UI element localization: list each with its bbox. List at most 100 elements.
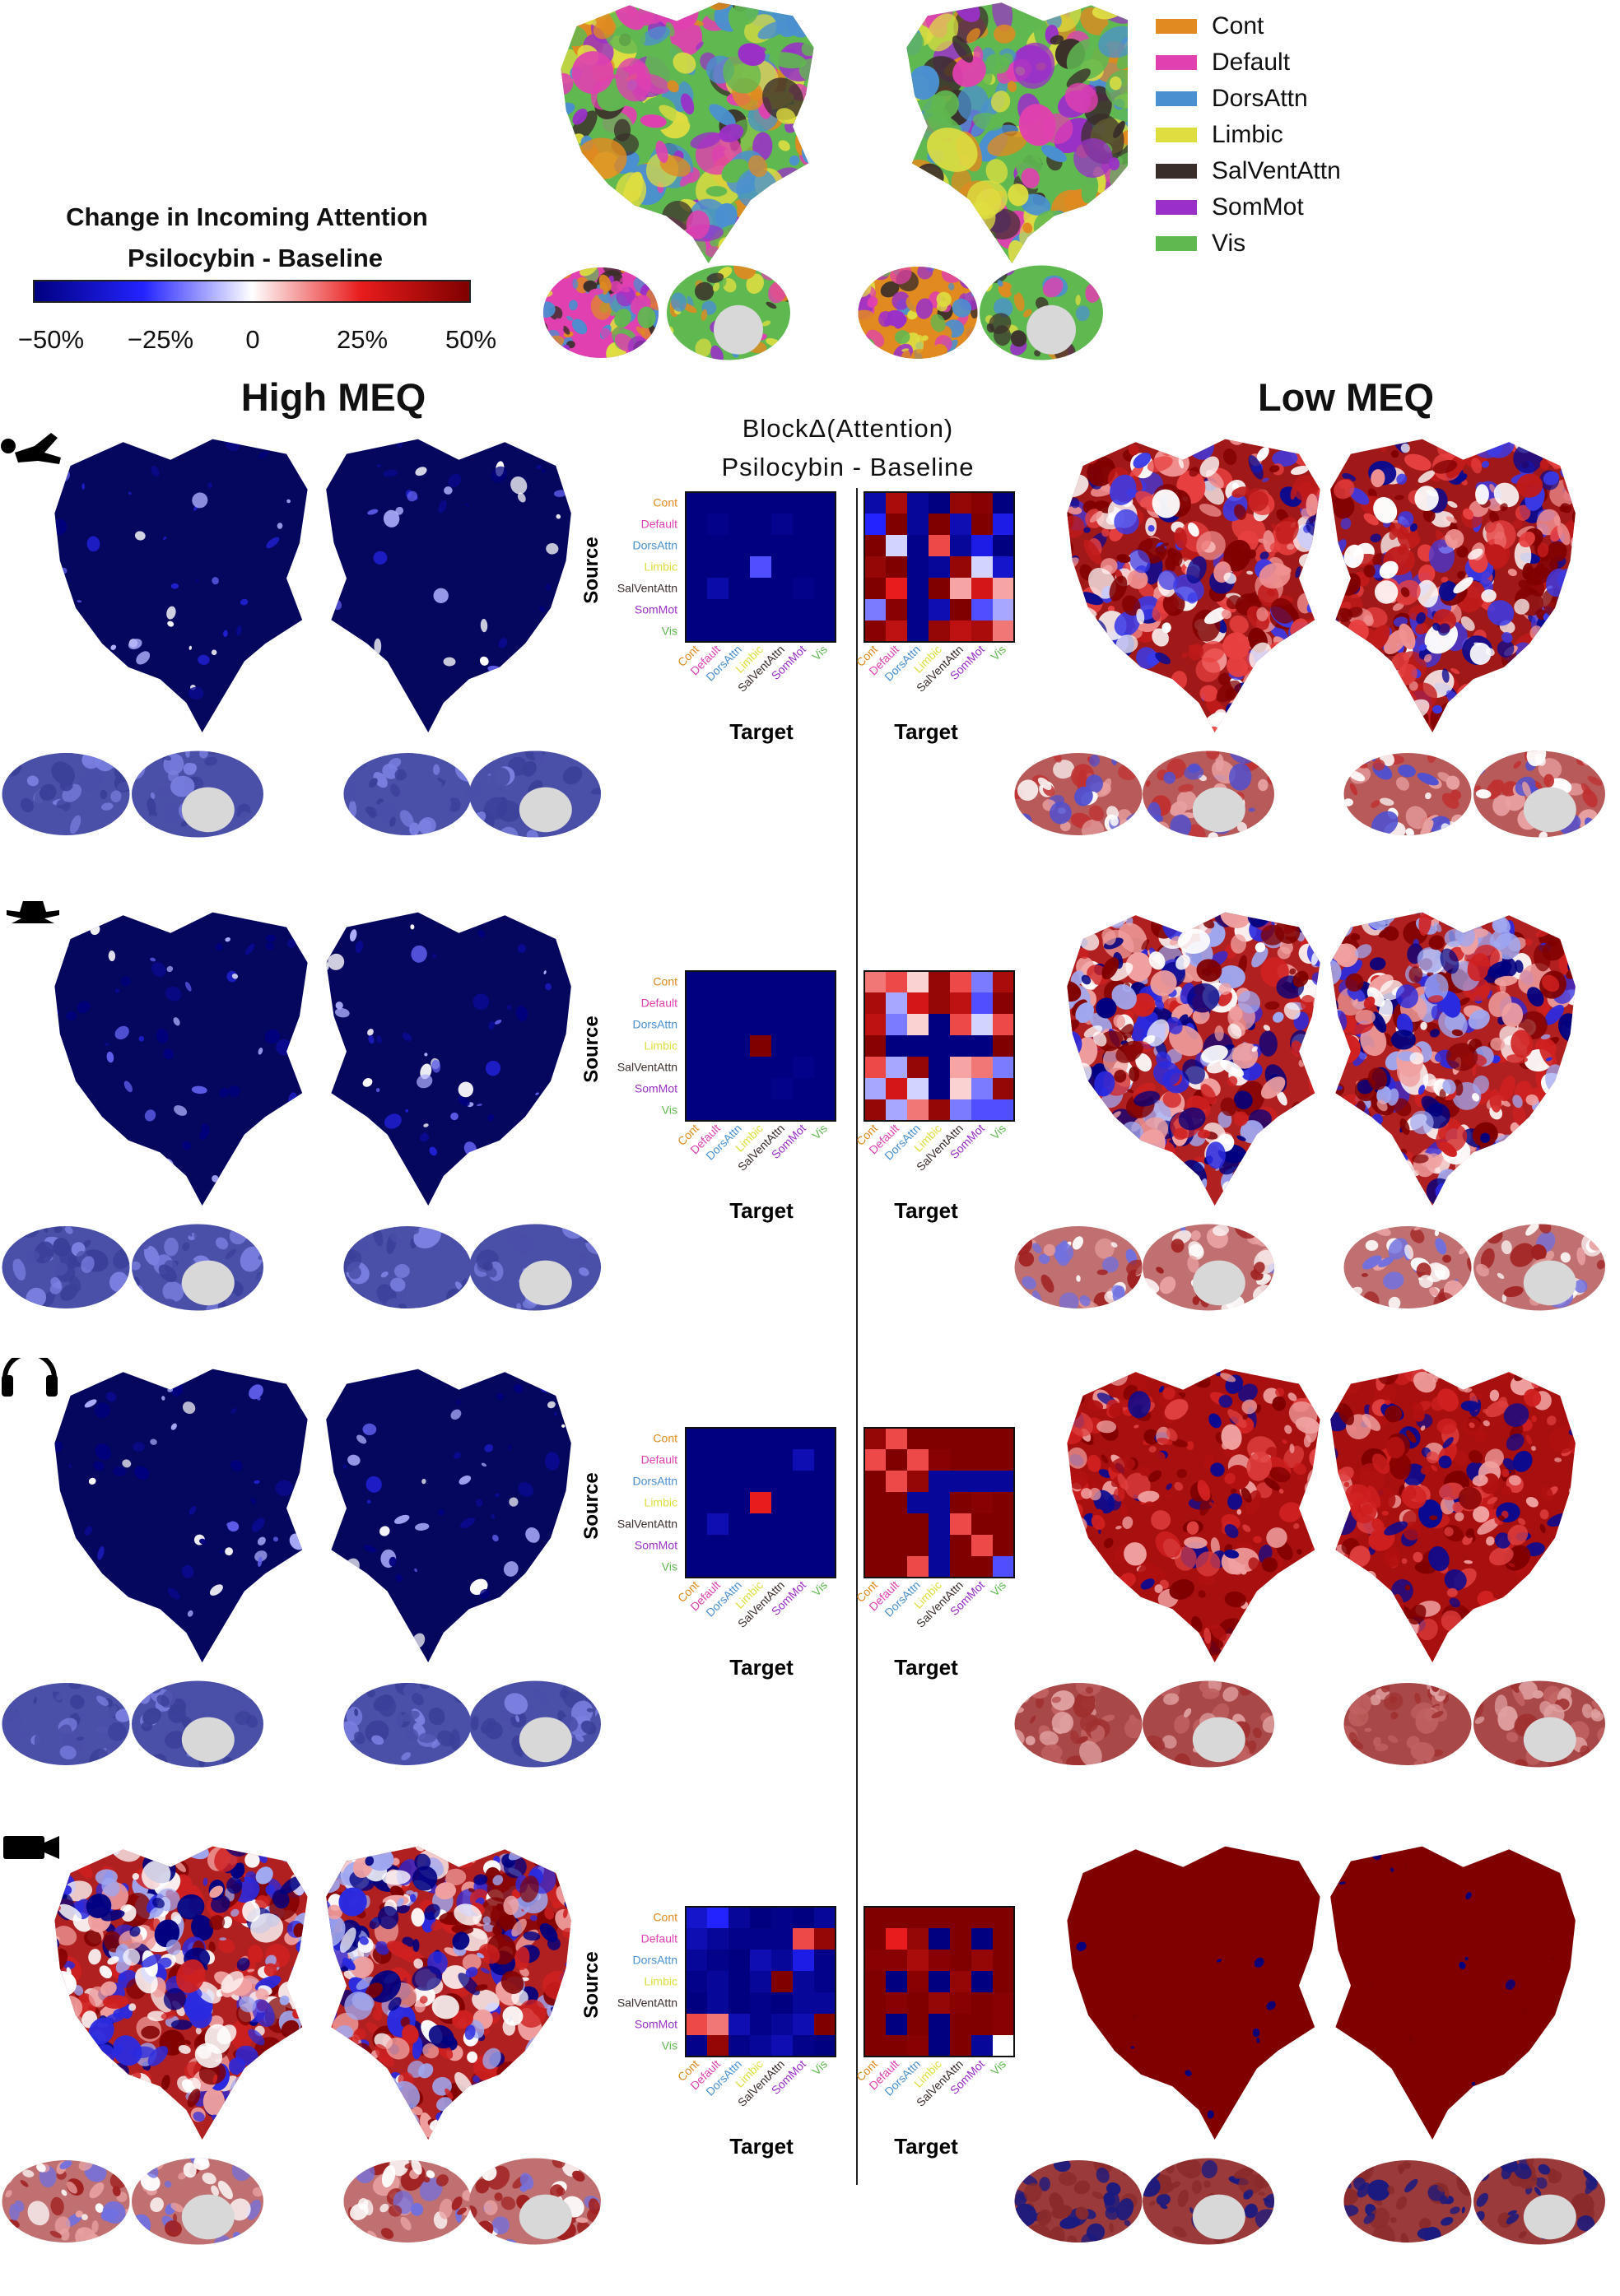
heatmap-cell bbox=[864, 599, 887, 621]
heatmap-cell bbox=[814, 599, 836, 621]
heatmap-cell bbox=[993, 1556, 1015, 1578]
heatmap-cell bbox=[950, 1992, 972, 2015]
heatmap-cell bbox=[814, 1014, 836, 1036]
heatmap-cell bbox=[750, 1928, 772, 1950]
heatmap-cell bbox=[907, 1950, 929, 1972]
heatmap-cell bbox=[886, 1556, 908, 1578]
target-axis-label: Target bbox=[729, 1198, 794, 1223]
heatmap-cell bbox=[707, 578, 729, 600]
heatmap-cell bbox=[950, 1099, 972, 1122]
heatmap-cell bbox=[729, 1992, 751, 2015]
heatmap-cell bbox=[929, 971, 951, 993]
heatmap-cell bbox=[707, 1556, 729, 1578]
heatmap-cell bbox=[886, 971, 908, 993]
medial-wall bbox=[182, 1261, 235, 1306]
heatmap-cell bbox=[750, 620, 772, 643]
heatmap-cell bbox=[814, 514, 836, 536]
heatmap-cell bbox=[686, 1471, 708, 1493]
heatmap-cell bbox=[793, 578, 815, 600]
heatmap-cell bbox=[886, 1950, 908, 1972]
heatmap-cell bbox=[729, 1099, 751, 1122]
medial-wall bbox=[1524, 2195, 1576, 2240]
heatmap-cell bbox=[750, 992, 772, 1015]
heatmap-cell bbox=[771, 1492, 794, 1514]
heatmap-row-label: Cont bbox=[653, 1911, 677, 1924]
heatmap-cell bbox=[729, 2035, 751, 2057]
heatmap-cell bbox=[750, 1078, 772, 1100]
heatmap-cell bbox=[793, 1556, 815, 1578]
heatmap-cell bbox=[993, 578, 1015, 600]
heatmap-cell bbox=[707, 2014, 729, 2036]
heatmap-row-label: Limbic bbox=[645, 1039, 677, 1053]
heatmap-cell bbox=[793, 1014, 815, 1036]
heatmap-cell bbox=[771, 971, 794, 993]
heatmap-cell bbox=[971, 514, 994, 536]
heatmap-cell bbox=[864, 1078, 887, 1100]
heatmap-cell bbox=[729, 1907, 751, 1929]
heatmap-cell bbox=[750, 599, 772, 621]
heatmap-cell bbox=[971, 535, 994, 557]
heatmap-cell bbox=[993, 1471, 1015, 1493]
target-axis-label: Target bbox=[729, 2134, 794, 2159]
heatmap-cell bbox=[907, 514, 929, 536]
heatmap-cell bbox=[907, 1513, 929, 1536]
heatmap-cell bbox=[971, 1099, 994, 1122]
heatmap-cell bbox=[907, 556, 929, 579]
heatmap-cell bbox=[686, 1492, 708, 1514]
heatmap-cell bbox=[793, 1535, 815, 1557]
heatmap-cell bbox=[771, 1471, 794, 1493]
heatmap-cell bbox=[864, 1492, 887, 1514]
heatmap-cell bbox=[971, 1992, 994, 2015]
heatmap-cell bbox=[993, 2014, 1015, 2036]
heatmap bbox=[686, 971, 836, 1122]
heatmap-cell bbox=[993, 620, 1015, 643]
heatmap-col-label: Vis bbox=[809, 1578, 830, 1599]
heatmap-cell bbox=[864, 1014, 887, 1036]
heatmap-cell bbox=[886, 1513, 908, 1536]
flatmap-surface bbox=[326, 1369, 571, 1662]
heatmap-cell bbox=[929, 1428, 951, 1450]
heatmap-cell bbox=[950, 2014, 972, 2036]
heatmap-cell bbox=[950, 1513, 972, 1536]
heatmap-cell bbox=[771, 599, 794, 621]
heatmap-row-label: SalVentAttn bbox=[617, 1996, 677, 2010]
medial-wall bbox=[182, 788, 235, 833]
heatmap-cell bbox=[686, 1078, 708, 1100]
heatmap-cell bbox=[750, 492, 772, 514]
heatmap-cell bbox=[814, 492, 836, 514]
heatmap-cell bbox=[971, 578, 994, 600]
heatmap-cell bbox=[707, 556, 729, 579]
heatmap-cell bbox=[886, 1535, 908, 1557]
heatmap-cell bbox=[929, 1449, 951, 1471]
heatmap-cell bbox=[814, 1535, 836, 1557]
heatmap-cell bbox=[950, 1971, 972, 1993]
heatmap-row-label: Limbic bbox=[645, 1975, 677, 1988]
heatmap-cell bbox=[971, 1513, 994, 1536]
heatmap-cell bbox=[729, 1492, 751, 1514]
heatmap-row-label: SalVentAttn bbox=[617, 582, 677, 595]
condition-row-2: ContContDefaultDefaultDorsAttnDorsAttnLi… bbox=[0, 901, 1620, 1362]
heatmap-cell bbox=[750, 1057, 772, 1079]
heatmap-cell bbox=[971, 1928, 994, 1950]
heatmap-cell bbox=[950, 1556, 972, 1578]
heatmap-row-label: Vis bbox=[662, 2039, 677, 2052]
heatmap-cell bbox=[750, 578, 772, 600]
heatmap-cell bbox=[971, 1078, 994, 1100]
heatmap-cell bbox=[750, 2035, 772, 2057]
heatmap-cell bbox=[993, 1428, 1015, 1450]
heatmap-cell bbox=[729, 971, 751, 993]
heatmap-cell bbox=[886, 2014, 908, 2036]
heatmap-row-label: SomMot bbox=[635, 1539, 677, 1552]
heatmap-cell bbox=[750, 535, 772, 557]
heatmap-row-label: DorsAttn bbox=[633, 1475, 677, 1488]
heatmap-cell bbox=[907, 1907, 929, 1929]
heatmap-cell bbox=[814, 1471, 836, 1493]
heatmap-cell bbox=[750, 2014, 772, 2036]
heatmap-cell bbox=[707, 1449, 729, 1471]
medial-wall bbox=[1524, 1261, 1576, 1306]
heatmap-cell bbox=[707, 1057, 729, 1079]
heatmap-row-label: DorsAttn bbox=[633, 539, 677, 552]
heatmap-cell bbox=[971, 1492, 994, 1514]
heatmap-cell bbox=[886, 2035, 908, 2057]
heatmap-cell bbox=[771, 1928, 794, 1950]
